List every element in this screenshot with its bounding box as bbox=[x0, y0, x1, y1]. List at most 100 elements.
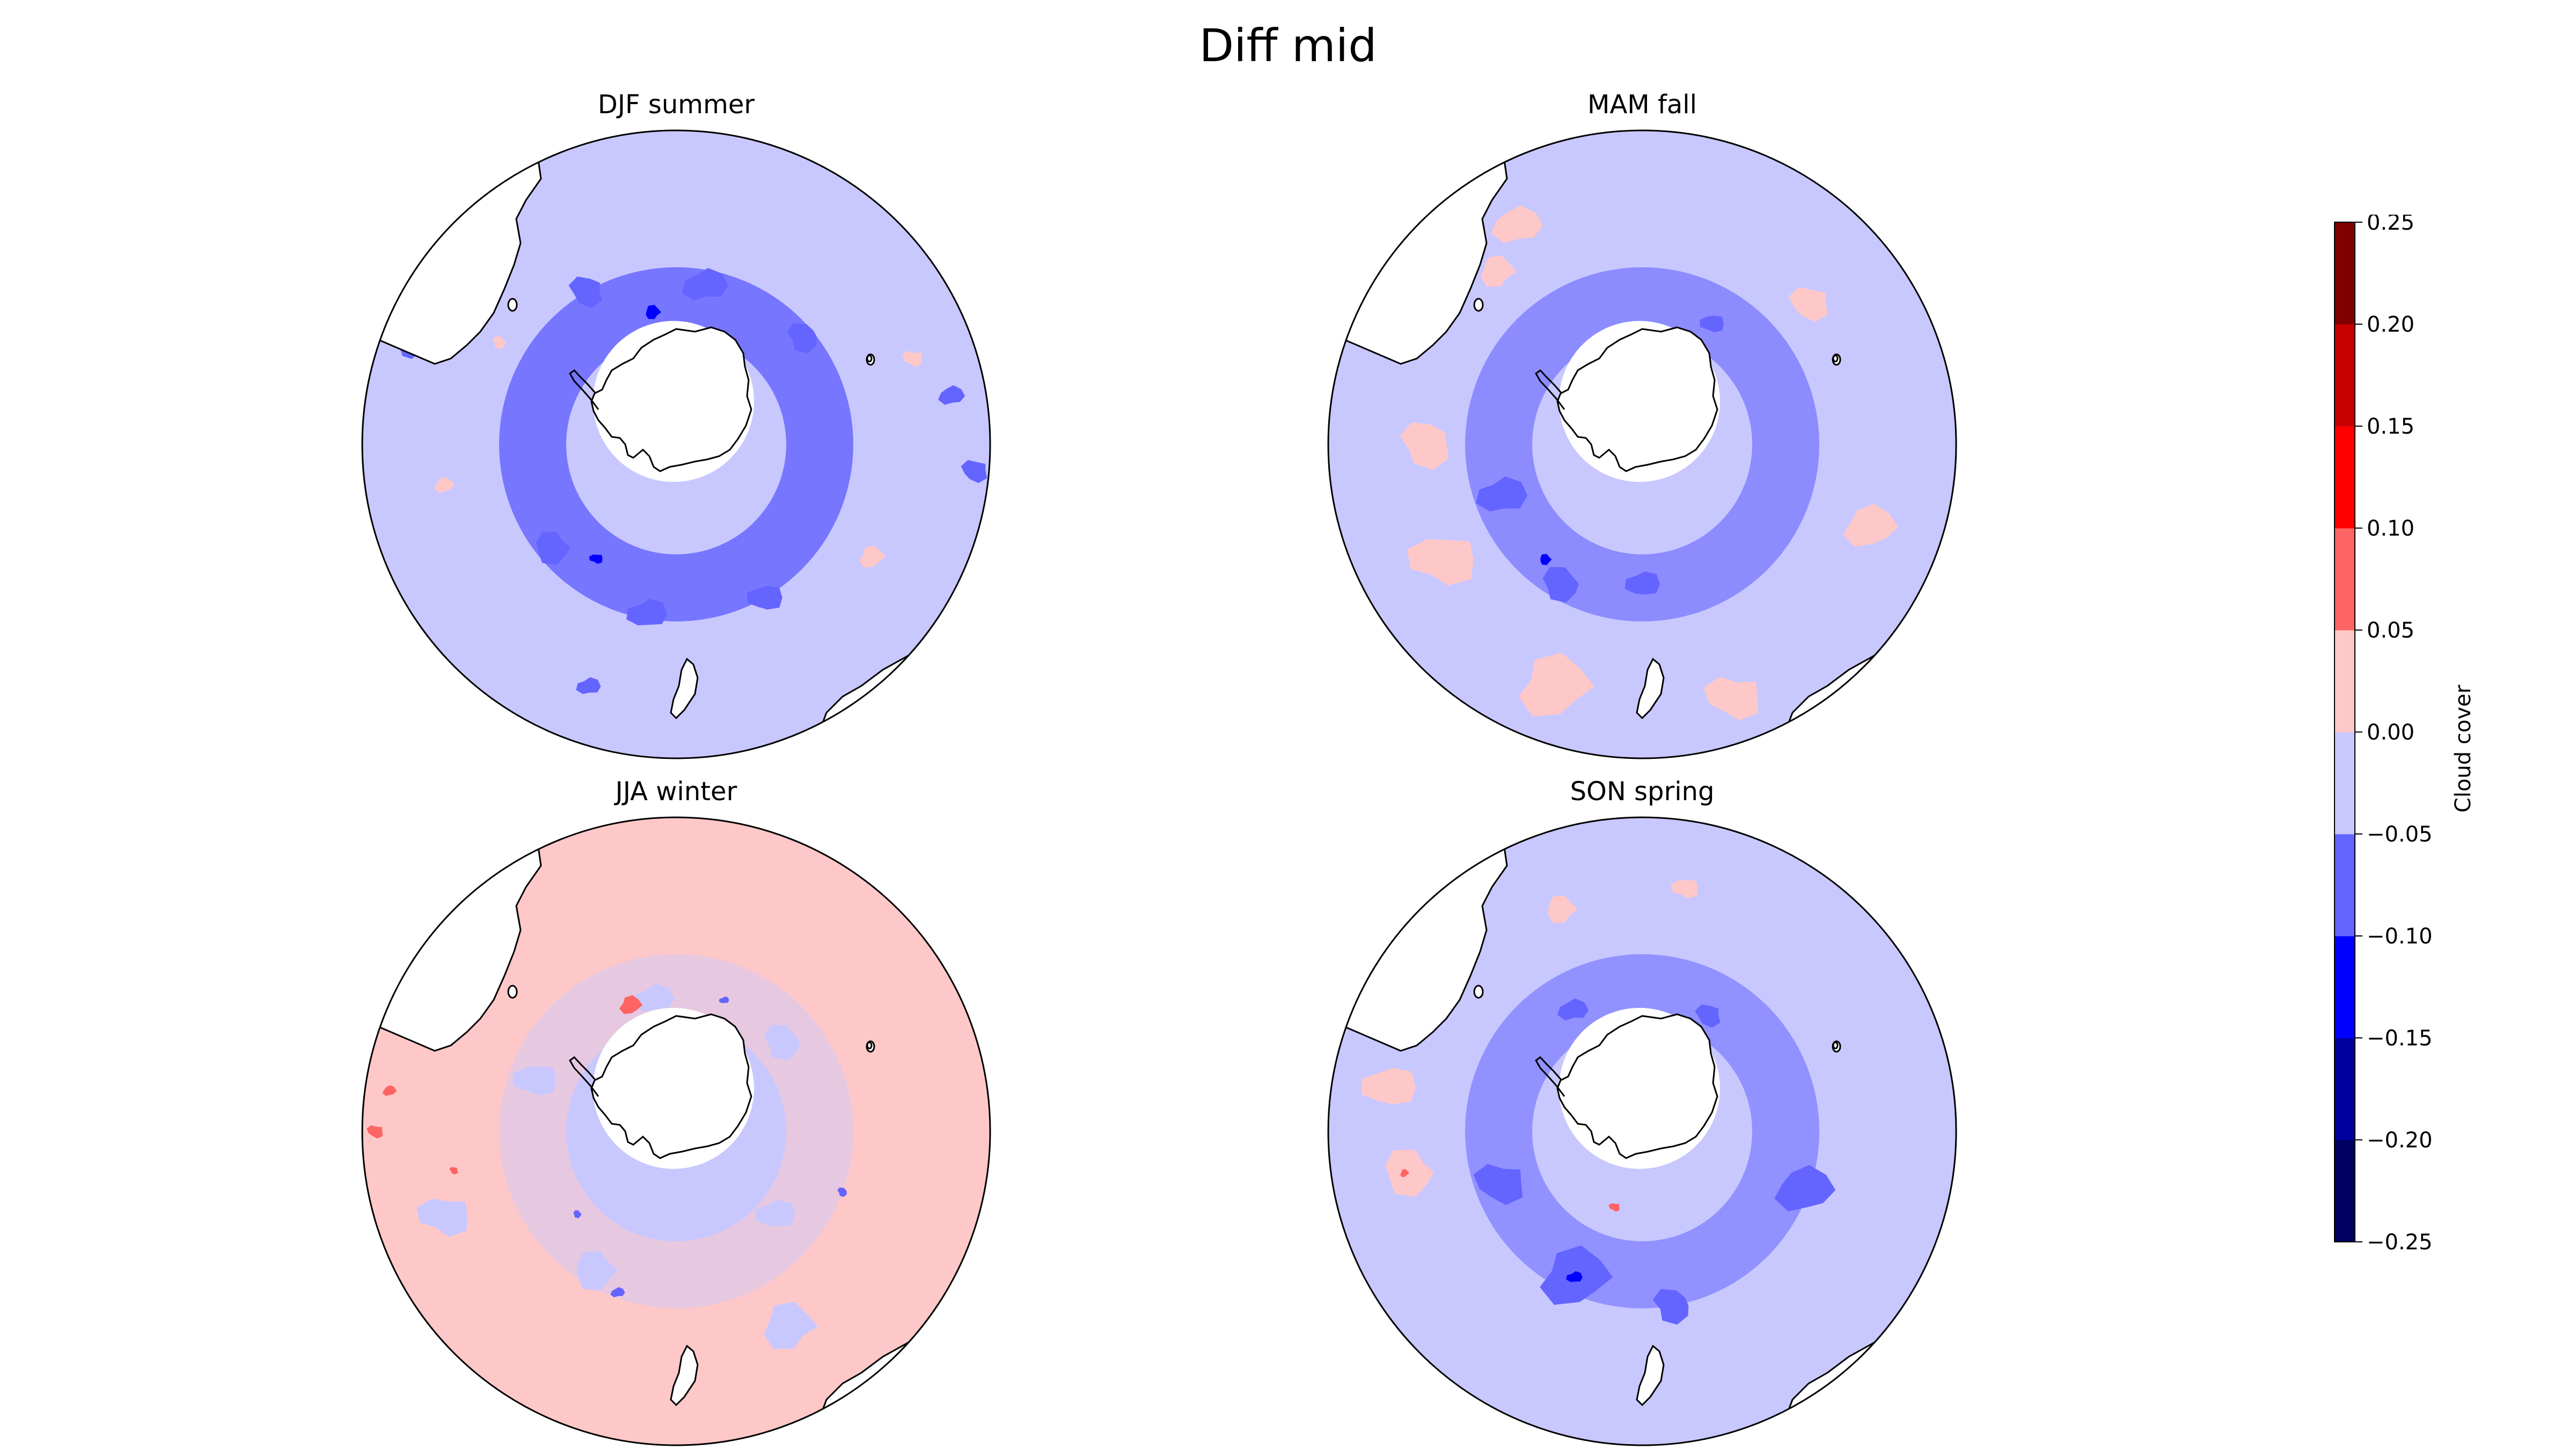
field-patch bbox=[1400, 1169, 1410, 1177]
colorbar-bin bbox=[2334, 324, 2355, 427]
new-zealand-landmass bbox=[670, 657, 699, 720]
field-patch bbox=[382, 1085, 397, 1096]
field-patch bbox=[619, 995, 643, 1014]
map-field bbox=[1328, 130, 1956, 758]
colorbar-tick-label: −0.20 bbox=[2367, 1128, 2433, 1153]
colorbar-tick-label: 0.25 bbox=[2367, 215, 2414, 235]
field-patch bbox=[787, 323, 817, 354]
field-patch bbox=[755, 1200, 795, 1226]
colorbar-tick-label: 0.00 bbox=[2367, 720, 2414, 745]
field-patch bbox=[1385, 1150, 1435, 1197]
field-patch bbox=[1695, 1004, 1721, 1028]
field-patch bbox=[493, 336, 506, 349]
field-patch bbox=[961, 460, 987, 484]
colorbar-tick-label: 0.05 bbox=[2367, 618, 2414, 643]
field-patch bbox=[513, 1066, 557, 1096]
field-patch bbox=[1407, 539, 1474, 586]
island bbox=[1832, 354, 1839, 363]
antarctica-landmass bbox=[590, 326, 752, 472]
field-patch bbox=[1491, 205, 1543, 243]
field-patch bbox=[1557, 998, 1589, 1021]
island bbox=[507, 985, 518, 999]
island bbox=[866, 354, 873, 363]
colorbar-bin bbox=[2334, 834, 2355, 936]
colorbar-bin bbox=[2334, 1140, 2355, 1242]
field-patch bbox=[938, 385, 965, 405]
field-patch bbox=[764, 1301, 818, 1349]
figure-title: Diff mid bbox=[1199, 19, 1377, 72]
antarctica-landmass bbox=[1556, 1013, 1718, 1159]
colorbar-bin bbox=[2334, 528, 2355, 631]
polar-map bbox=[1327, 816, 1957, 1446]
field-patch bbox=[1475, 476, 1528, 511]
field-patch bbox=[902, 350, 923, 367]
antarctic-peninsula bbox=[1535, 369, 1565, 410]
field-patch bbox=[859, 545, 885, 568]
antarctica-landmass bbox=[590, 1013, 752, 1159]
panel-title: JJA winter bbox=[615, 777, 737, 807]
colorbar-label: Cloud cover bbox=[2451, 684, 2476, 813]
colorbar-label-box: Cloud cover bbox=[2447, 685, 2479, 813]
island bbox=[866, 1041, 873, 1050]
polar-map bbox=[361, 816, 991, 1446]
field-patch bbox=[577, 1251, 618, 1291]
antarctic-peninsula bbox=[569, 1056, 599, 1097]
colorbar-tick-label: −0.05 bbox=[2367, 822, 2433, 847]
field-patch bbox=[1700, 316, 1724, 332]
island bbox=[507, 298, 518, 312]
field-patch bbox=[1542, 567, 1579, 603]
field-patch bbox=[837, 1187, 847, 1197]
field-patch bbox=[434, 477, 455, 493]
colorbar-bin bbox=[2334, 732, 2355, 835]
field-patch bbox=[1843, 503, 1898, 547]
field-patch bbox=[568, 276, 603, 308]
colorbar-tick-label: 0.20 bbox=[2367, 312, 2414, 337]
field-patch bbox=[1473, 1164, 1523, 1205]
field-patch bbox=[626, 598, 668, 626]
new-zealand-landmass bbox=[1636, 1344, 1665, 1407]
polar-map bbox=[361, 129, 991, 759]
field-patch bbox=[1703, 677, 1758, 721]
field-patch bbox=[633, 984, 675, 1012]
colorbar-bin bbox=[2334, 936, 2355, 1038]
colorbar-bin bbox=[2334, 630, 2355, 733]
colorbar-tick-label: 0.15 bbox=[2367, 414, 2414, 439]
field-patch bbox=[573, 1210, 582, 1218]
field-patch bbox=[747, 586, 782, 610]
colorbar: 0.25 0.20 0.15 0.10 0.05 0.00 −0.05 −0.10 −0.15 −… bbox=[2334, 215, 2433, 1250]
island bbox=[1832, 1041, 1839, 1050]
field-patch bbox=[367, 1125, 383, 1139]
new-zealand-landmass bbox=[1636, 657, 1665, 720]
field-patch bbox=[536, 531, 570, 565]
panel-title: DJF summer bbox=[597, 90, 755, 120]
polar-map bbox=[1327, 129, 1957, 759]
field-patch bbox=[1774, 1165, 1836, 1212]
map-frame bbox=[361, 129, 991, 759]
island bbox=[1473, 298, 1484, 312]
colorbar-tick-label: −0.15 bbox=[2367, 1026, 2433, 1051]
field-patch bbox=[576, 677, 601, 694]
colorbar-tick-label: −0.10 bbox=[2367, 924, 2433, 949]
field-patch bbox=[1481, 255, 1517, 287]
map-frame bbox=[1327, 816, 1957, 1446]
antarctic-peninsula bbox=[569, 369, 599, 410]
field-patch bbox=[1519, 653, 1594, 716]
field-patch bbox=[719, 996, 729, 1004]
antarctic-peninsula bbox=[1535, 1056, 1565, 1097]
panel-son-spring: SON spring bbox=[1326, 773, 1959, 1446]
colorbar-bin bbox=[2334, 426, 2355, 529]
island bbox=[1473, 985, 1484, 999]
map-frame bbox=[361, 816, 991, 1446]
panel-mam-fall: MAM fall bbox=[1326, 86, 1959, 759]
field-patch bbox=[764, 1024, 801, 1060]
colorbar-bin bbox=[2334, 222, 2355, 325]
field-patch bbox=[1362, 1068, 1416, 1104]
panel-jja-winter: JJA winter bbox=[360, 773, 993, 1446]
field-patch bbox=[1624, 572, 1660, 595]
colorbar-bin bbox=[2334, 1038, 2355, 1140]
colorbar-tick-label: 0.10 bbox=[2367, 516, 2414, 541]
field-patch bbox=[646, 305, 662, 319]
field-patch bbox=[1671, 880, 1698, 898]
colorbar-tick-label: −0.25 bbox=[2367, 1230, 2433, 1250]
field-patch bbox=[1566, 1271, 1583, 1282]
